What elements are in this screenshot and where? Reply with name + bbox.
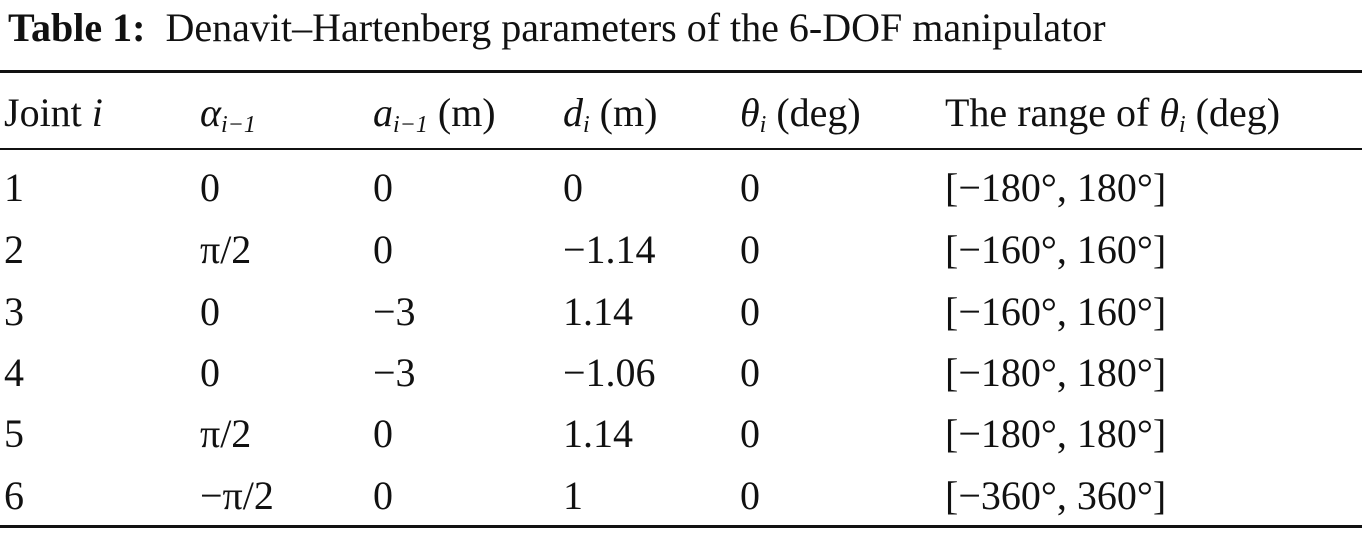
table-cell: −3: [373, 289, 416, 334]
bottom-rule: [0, 525, 1362, 528]
table-cell: [−160°, 160°]: [945, 227, 1167, 272]
header-subscript: i: [583, 112, 590, 138]
header-cell: The range of θi (deg): [945, 89, 1280, 137]
table-cell: −3: [373, 350, 416, 395]
table-cell: 0: [740, 289, 760, 334]
header-cell: di (m): [563, 89, 657, 137]
header-symbol: a: [373, 90, 393, 135]
table-cell: 0: [373, 165, 393, 210]
table-cell: 0: [740, 227, 760, 272]
table-cell: −π/2: [200, 473, 274, 518]
table-cell: 0: [373, 473, 393, 518]
table-cell: 0: [740, 350, 760, 395]
header-rule: [0, 148, 1362, 150]
table-cell: 4: [4, 350, 24, 395]
table-cell: 1: [563, 473, 583, 518]
header-unit: (deg): [1195, 90, 1281, 135]
header-subscript: i: [759, 112, 767, 138]
caption-text: Denavit–Hartenberg parameters of the 6-D…: [165, 5, 1106, 50]
header-cell: ai−1 (m): [373, 89, 496, 137]
table-cell: 0: [373, 411, 393, 456]
header-symbol: α: [200, 90, 221, 135]
header-cell: θi (deg): [740, 89, 861, 137]
table-cell: [−360°, 360°]: [945, 473, 1167, 518]
table-cell: [−180°, 180°]: [945, 411, 1167, 456]
table-cell: π/2: [200, 411, 252, 456]
table-cell: 0: [200, 165, 220, 210]
header-cell: αi−1: [200, 89, 256, 137]
header-subscript: i−1: [221, 112, 256, 138]
header-symbol: i: [91, 90, 103, 135]
table-cell: 5: [4, 411, 24, 456]
header-unit: (m): [599, 90, 658, 135]
header-symbol: d: [563, 90, 583, 135]
table-cell: 0: [373, 227, 393, 272]
table-cell: [−160°, 160°]: [945, 289, 1167, 334]
top-rule: [0, 70, 1362, 73]
table-cell: 6: [4, 473, 24, 518]
table-cell: [−180°, 180°]: [945, 350, 1167, 395]
table-cell: 0: [563, 165, 583, 210]
header-symbol: θ: [1159, 90, 1179, 135]
table-cell: 1: [4, 165, 24, 210]
header-symbol: θ: [740, 90, 760, 135]
caption-label: Table 1:: [8, 5, 146, 50]
caption: Table 1: Denavit–Hartenberg parameters o…: [8, 4, 1106, 52]
table-cell: 0: [740, 473, 760, 518]
header-subscript: i: [1179, 112, 1186, 138]
header-text: The range of: [945, 90, 1150, 135]
header-unit: (deg): [776, 90, 861, 135]
table-cell: 2: [4, 227, 24, 272]
table-cell: π/2: [200, 227, 252, 272]
table-cell: 0: [740, 165, 760, 210]
table-cell: 0: [200, 289, 220, 334]
table-cell: 0: [740, 411, 760, 456]
table-cell: 1.14: [563, 289, 633, 334]
header-text: Joint: [4, 90, 82, 135]
table-cell: 1.14: [563, 411, 633, 456]
header-subscript: i−1: [393, 112, 428, 138]
header-cell: Joint i: [4, 89, 103, 137]
table-cell: 0: [200, 350, 220, 395]
table-cell: −1.14: [563, 227, 656, 272]
table-cell: 3: [4, 289, 24, 334]
header-unit: (m): [437, 90, 496, 135]
table-cell: [−180°, 180°]: [945, 165, 1167, 210]
table-cell: −1.06: [563, 350, 656, 395]
